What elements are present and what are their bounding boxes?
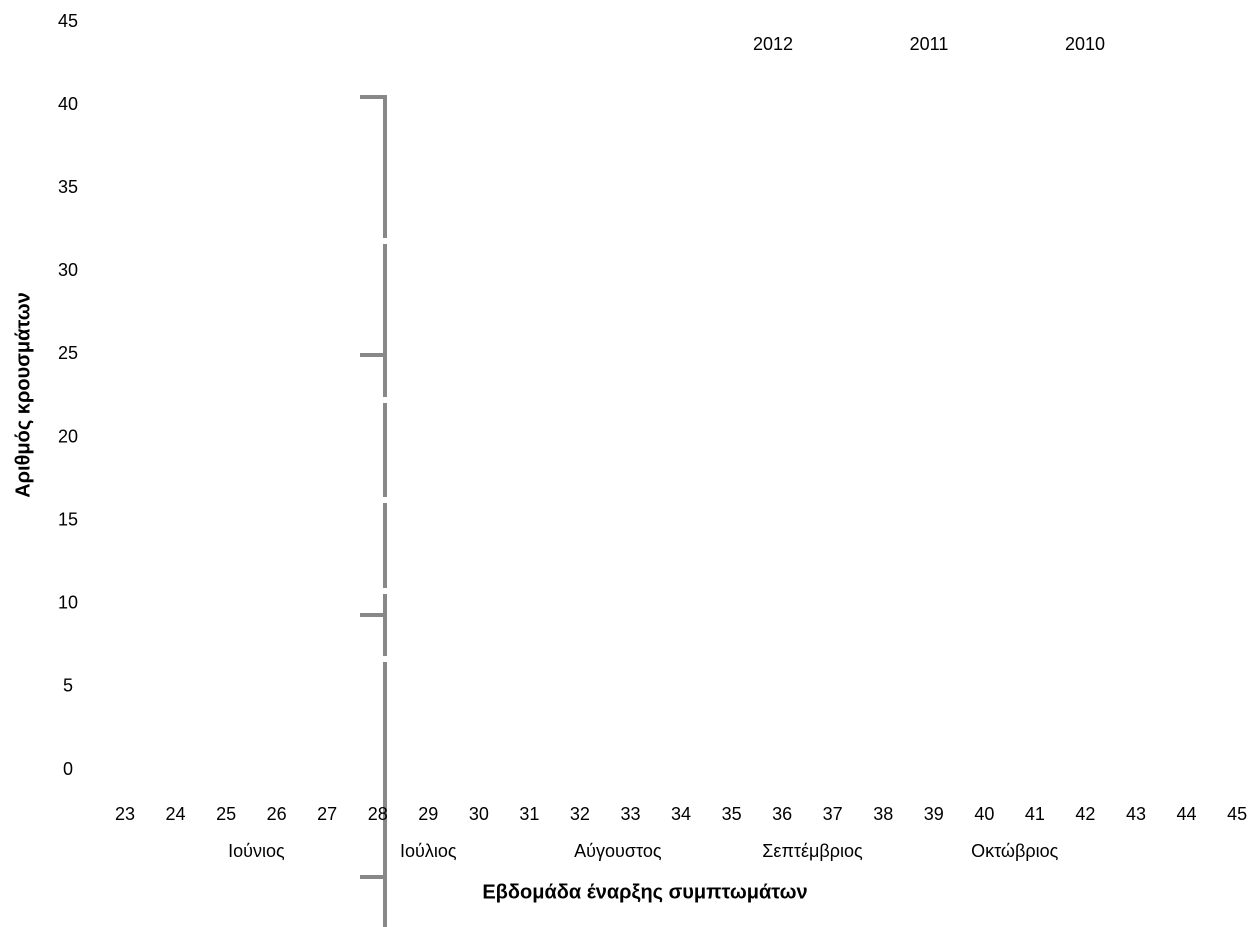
x-tick-label: 34 xyxy=(671,804,691,824)
decoration xyxy=(360,95,387,927)
y-tick-label: 35 xyxy=(58,177,78,197)
legend-label: 2011 xyxy=(910,34,949,54)
x-tick-label: 32 xyxy=(570,804,590,824)
x-tick-label: 35 xyxy=(722,804,742,824)
x-axis-title: Εβδομάδα έναρξης συμπτωμάτων xyxy=(482,881,807,903)
y-tick-label: 20 xyxy=(58,426,78,446)
x-tick-label: 45 xyxy=(1227,804,1247,824)
x-tick-label: 36 xyxy=(772,804,792,824)
y-tick-label: 0 xyxy=(63,759,73,779)
x-tick-label: 23 xyxy=(115,804,135,824)
y-axis-title: Αριθμός κρουσμάτων xyxy=(12,292,34,498)
x-tick-label: 41 xyxy=(1025,804,1045,824)
month-label: Ιούνιος xyxy=(228,841,285,861)
y-tick-label: 40 xyxy=(58,94,78,114)
x-tick-label: 40 xyxy=(974,804,994,824)
x-tick-label: 31 xyxy=(519,804,539,824)
y-tick-label: 5 xyxy=(63,676,73,696)
month-label: Αύγουστος xyxy=(574,841,662,861)
x-tick-label: 30 xyxy=(469,804,489,824)
x-tick-label: 33 xyxy=(620,804,640,824)
month-label: Οκτώβριος xyxy=(971,841,1059,861)
legend-label: 2012 xyxy=(753,34,793,54)
x-tick-label: 28 xyxy=(368,804,388,824)
x-tick-label: 26 xyxy=(267,804,287,824)
legend-label: 2010 xyxy=(1065,34,1105,54)
month-label: Ιούλιος xyxy=(400,841,457,861)
x-tick-label: 39 xyxy=(924,804,944,824)
y-tick-label: 45 xyxy=(58,11,78,31)
x-tick-label: 43 xyxy=(1126,804,1146,824)
x-tick-label: 24 xyxy=(166,804,186,824)
y-tick-label: 15 xyxy=(58,509,78,529)
x-tick-label: 27 xyxy=(317,804,337,824)
x-tick-label: 38 xyxy=(873,804,893,824)
x-tick-label: 37 xyxy=(823,804,843,824)
y-tick-label: 30 xyxy=(58,260,78,280)
x-tick-label: 44 xyxy=(1177,804,1197,824)
x-tick-label: 29 xyxy=(418,804,438,824)
month-label: Σεπτέμβριος xyxy=(762,841,863,861)
x-tick-label: 25 xyxy=(216,804,236,824)
y-tick-label: 10 xyxy=(58,593,78,613)
y-tick-label: 25 xyxy=(58,343,78,363)
x-tick-label: 42 xyxy=(1075,804,1095,824)
